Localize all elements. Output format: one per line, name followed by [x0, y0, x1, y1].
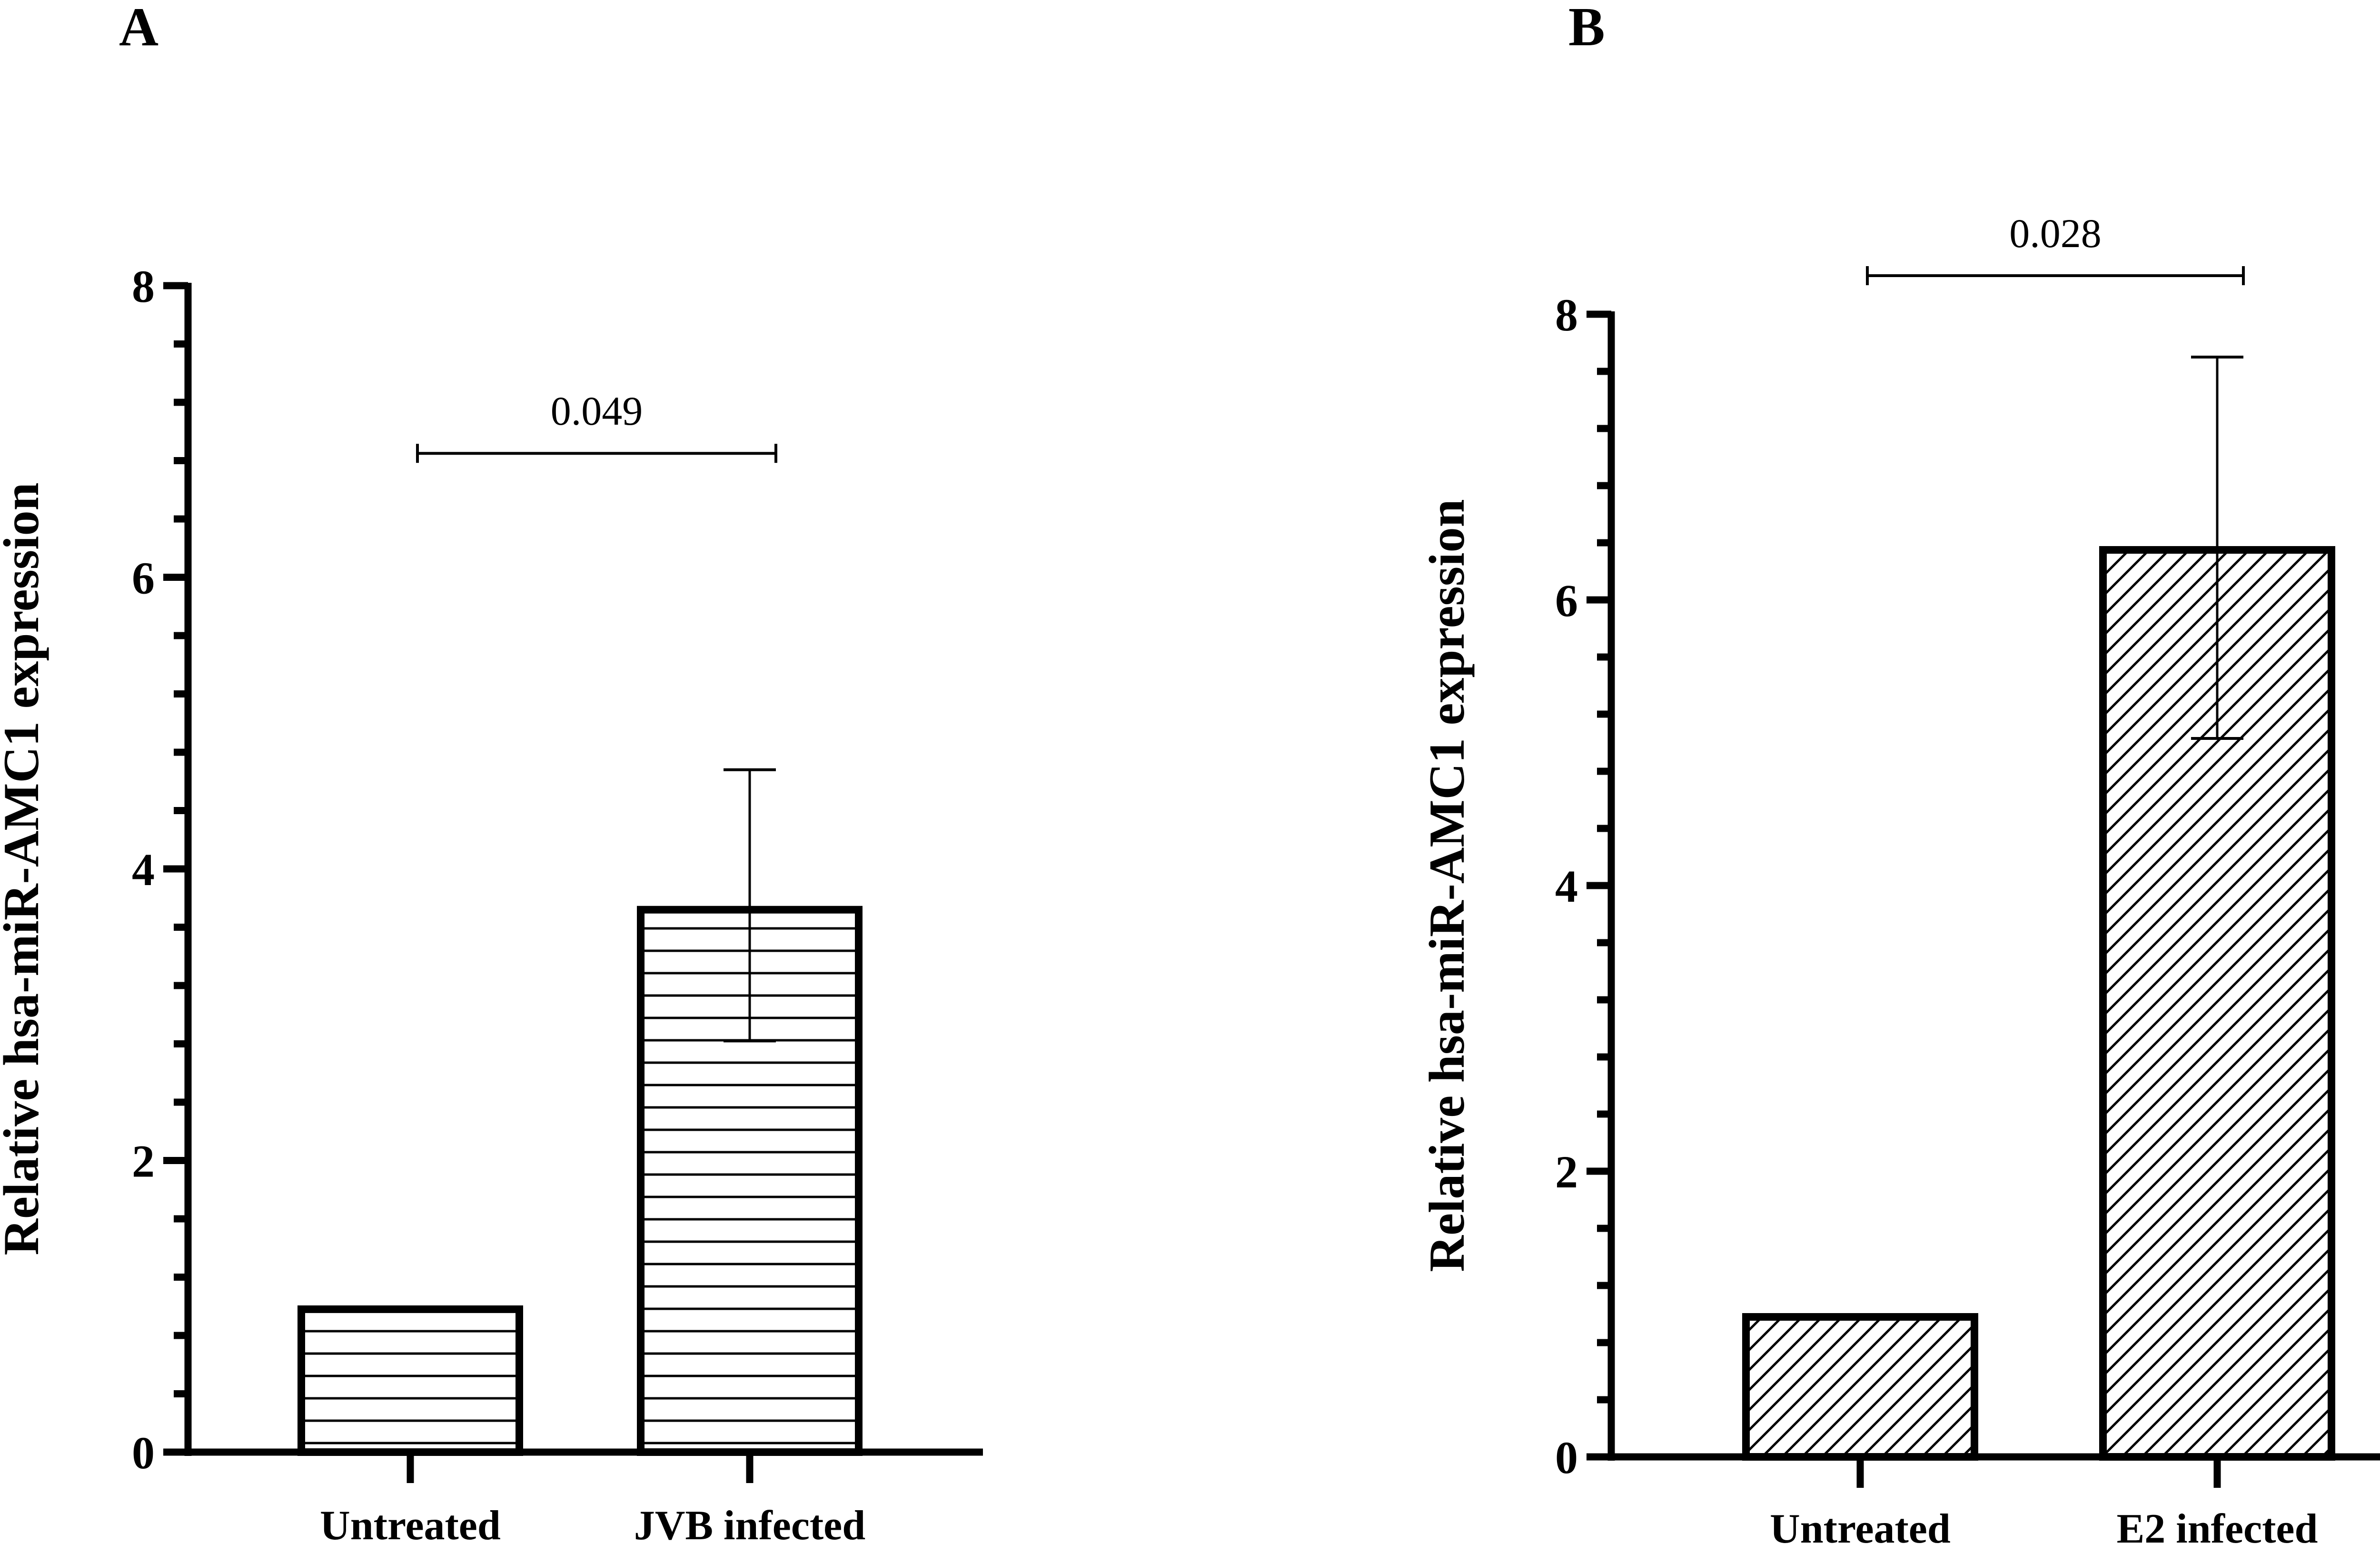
panel-letter: A: [119, 0, 159, 57]
x-tick-label: Untreated: [320, 1503, 501, 1544]
y-tick-label: 6: [1555, 575, 1578, 626]
y-axis-label: Relative hsa-miR-AMC1 expression: [0, 482, 49, 1255]
p-value-label: 0.049: [551, 388, 643, 434]
p-value-label: 0.028: [2009, 210, 2102, 256]
y-tick-label: 2: [1555, 1146, 1578, 1197]
x-tick-label: E2 infected: [2117, 1506, 2318, 1544]
panel-a: A Relative hsa-miR-AMC1 expression 0 2 4 6 8 Un…: [0, 0, 983, 1544]
y-tick-label: 4: [1555, 861, 1578, 912]
y-axis-label: Relative hsa-miR-AMC1 expression: [1419, 499, 1475, 1272]
panel-letter: B: [1568, 0, 1605, 57]
bar: [298, 1305, 523, 1456]
y-tick-label: 4: [132, 844, 155, 895]
y-tick-label: 6: [132, 553, 155, 604]
x-tick-label: Untreated: [1770, 1506, 1951, 1544]
y-tick-label: 8: [132, 261, 155, 312]
y-tick-label: 2: [132, 1136, 155, 1187]
panel-b: B Relative hsa-miR-AMC1 expression 0 2 4 6 8 Un…: [1419, 0, 2380, 1544]
y-tick-label: 8: [1555, 289, 1578, 340]
bar: [1742, 1313, 1978, 1461]
y-tick-label: 0: [1555, 1432, 1578, 1483]
x-tick-label: JVB infected: [634, 1503, 865, 1544]
y-tick-label: 0: [132, 1427, 155, 1478]
